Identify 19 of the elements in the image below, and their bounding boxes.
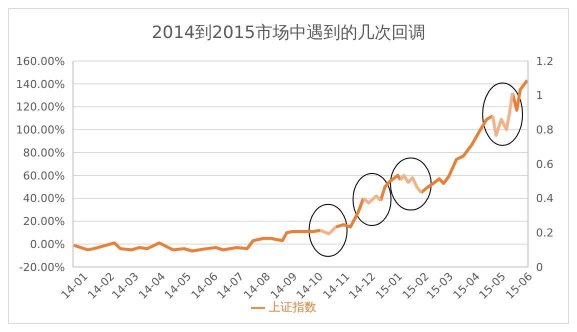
chart-title: 2014到2015市场中遇到的几次回调 [150, 22, 426, 44]
y2-tick-label: 1.2 [536, 54, 554, 68]
y-tick-label: 120.00% [16, 100, 65, 114]
y2-tick-label: 0.6 [536, 158, 554, 171]
y-tick-label: 0.00% [30, 238, 65, 252]
legend-label: 上证指数 [268, 300, 316, 314]
y-tick-label: 20.00% [23, 215, 65, 228]
y-tick-label: 40.00% [23, 192, 65, 206]
y-tick-label: 100.00% [16, 124, 65, 137]
y2-tick-label: 0.8 [536, 124, 554, 137]
y2-tick-label: 0 [536, 260, 543, 274]
y-tick-label: 60.00% [23, 169, 65, 182]
y2-tick-label: 0.2 [536, 226, 554, 240]
y2-tick-label: 0.4 [536, 192, 554, 206]
y-tick-label: -20.00% [19, 260, 65, 274]
y-tick-label: 140.00% [16, 78, 65, 91]
y2-tick-label: 1 [536, 89, 543, 102]
y-tick-label: 80.00% [23, 146, 65, 160]
y-tick-label: 160.00% [16, 54, 65, 68]
